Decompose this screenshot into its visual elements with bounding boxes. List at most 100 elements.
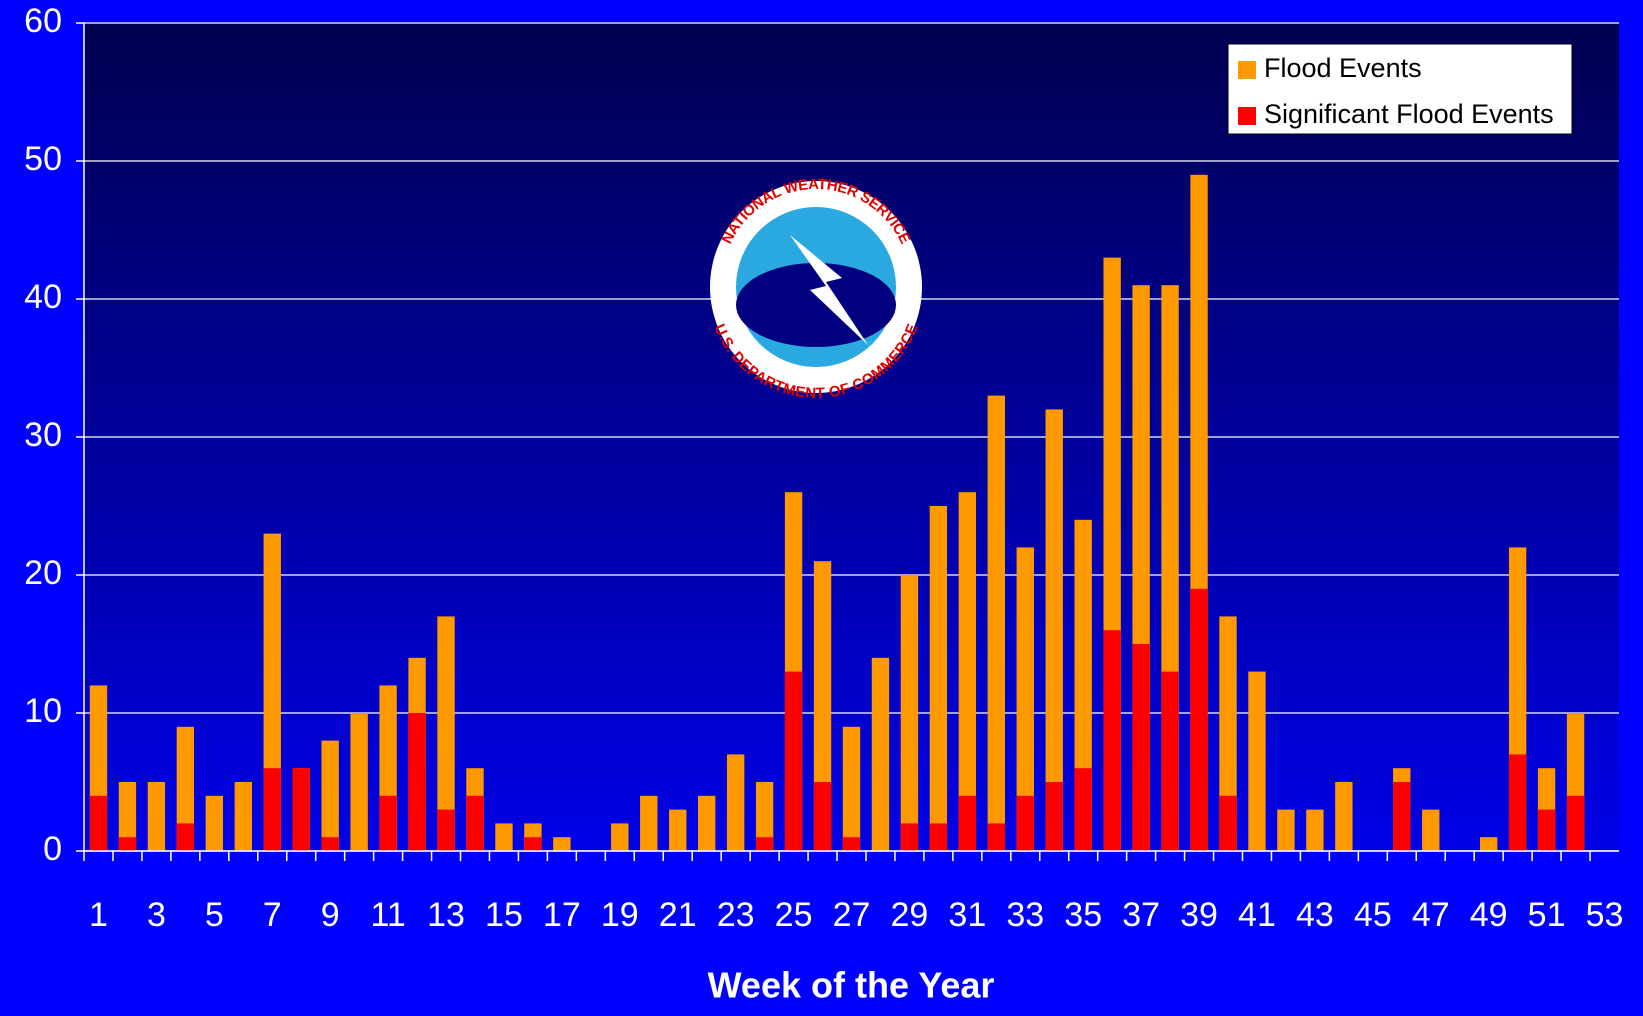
logo-bolt xyxy=(790,235,868,345)
bar xyxy=(437,616,455,851)
x-tick-label: 17 xyxy=(543,896,581,934)
bar xyxy=(1016,547,1034,851)
x-tick-label: 1 xyxy=(89,896,108,934)
bar xyxy=(1306,809,1324,851)
bar xyxy=(437,809,455,851)
x-tick-label: 49 xyxy=(1470,896,1508,934)
bar xyxy=(900,823,919,851)
x-axis-title: Week of the Year xyxy=(708,965,995,1006)
y-tick-label: 0 xyxy=(43,830,62,868)
legend-swatch xyxy=(1238,61,1256,79)
bar xyxy=(1335,782,1353,851)
x-tick-label: 7 xyxy=(263,896,282,934)
bar xyxy=(176,823,195,851)
bar xyxy=(1132,644,1150,851)
bar xyxy=(176,726,195,851)
x-tick-label: 47 xyxy=(1412,896,1450,934)
bar xyxy=(263,768,281,851)
x-tick-label: 43 xyxy=(1296,896,1334,934)
bar xyxy=(1422,809,1440,851)
x-tick-label: 21 xyxy=(659,896,697,934)
x-tick-label: 31 xyxy=(948,896,986,934)
bar xyxy=(118,782,137,851)
bar xyxy=(958,795,977,851)
bar xyxy=(871,657,890,851)
y-tick-label: 50 xyxy=(24,140,62,178)
x-tick-label: 51 xyxy=(1528,896,1566,934)
x-tick-label: 35 xyxy=(1064,896,1102,934)
legend-label: Significant Flood Events xyxy=(1264,99,1554,129)
bar xyxy=(495,823,513,851)
x-tick-label: 37 xyxy=(1122,896,1160,934)
x-tick-label: 19 xyxy=(601,896,639,934)
bar xyxy=(1479,837,1498,851)
bar xyxy=(1045,782,1063,851)
y-tick-label: 40 xyxy=(24,278,62,316)
bar xyxy=(1566,795,1585,851)
x-tick-label: 29 xyxy=(891,896,929,934)
x-tick-label: 39 xyxy=(1180,896,1218,934)
y-tick-label: 20 xyxy=(24,554,62,592)
x-tick-label: 33 xyxy=(1006,896,1044,934)
x-tick-label: 9 xyxy=(321,896,340,934)
bar xyxy=(205,795,224,851)
bar xyxy=(929,823,948,851)
bar xyxy=(755,782,774,851)
bar xyxy=(987,823,1005,851)
x-tick-label: 45 xyxy=(1354,896,1392,934)
x-tick-label: 3 xyxy=(147,896,166,934)
bar xyxy=(784,671,803,851)
bar xyxy=(553,837,571,851)
bar xyxy=(1508,754,1527,851)
legend-box xyxy=(1227,43,1573,135)
bar xyxy=(234,782,252,851)
bar xyxy=(147,782,166,851)
bar xyxy=(698,795,716,851)
bar xyxy=(1219,795,1237,851)
y-tick-label: 30 xyxy=(24,416,62,454)
bar xyxy=(1219,616,1237,851)
bar xyxy=(321,837,339,851)
bar xyxy=(524,837,542,851)
bar xyxy=(1190,588,1208,851)
legend-swatch xyxy=(1238,107,1256,125)
legend-label: Flood Events xyxy=(1264,53,1422,83)
legend: Flood Events Significant Flood Events xyxy=(1227,43,1573,135)
x-tick-label: 23 xyxy=(717,896,755,934)
bar xyxy=(813,782,832,851)
bar xyxy=(350,713,368,851)
bar xyxy=(1103,630,1121,851)
bar xyxy=(1161,671,1179,851)
bar xyxy=(726,754,745,851)
x-tick-label: 13 xyxy=(427,896,465,934)
bar xyxy=(321,740,339,851)
x-tick-label: 53 xyxy=(1586,896,1624,934)
bar xyxy=(640,795,658,851)
bar xyxy=(755,837,774,851)
bar xyxy=(408,713,426,851)
bar xyxy=(466,795,484,851)
x-tick-label: 25 xyxy=(775,896,813,934)
bar xyxy=(89,795,108,851)
bar xyxy=(669,809,687,851)
bar xyxy=(929,506,948,851)
bar xyxy=(900,575,919,851)
bar xyxy=(813,561,832,851)
bar xyxy=(118,837,137,851)
bar xyxy=(987,395,1005,851)
bar xyxy=(1248,671,1266,851)
bar xyxy=(842,837,861,851)
logo-cloud xyxy=(736,263,896,347)
bar xyxy=(292,768,310,851)
y-tick-label: 60 xyxy=(24,2,62,40)
x-tick-label: 15 xyxy=(485,896,523,934)
bar xyxy=(1016,795,1034,851)
bar xyxy=(1074,768,1092,851)
bar xyxy=(379,795,397,851)
bar xyxy=(1537,809,1556,851)
bar xyxy=(842,726,861,851)
bar xyxy=(1393,782,1411,851)
x-tick-label: 11 xyxy=(370,896,405,934)
x-tick-label: 41 xyxy=(1238,896,1276,934)
